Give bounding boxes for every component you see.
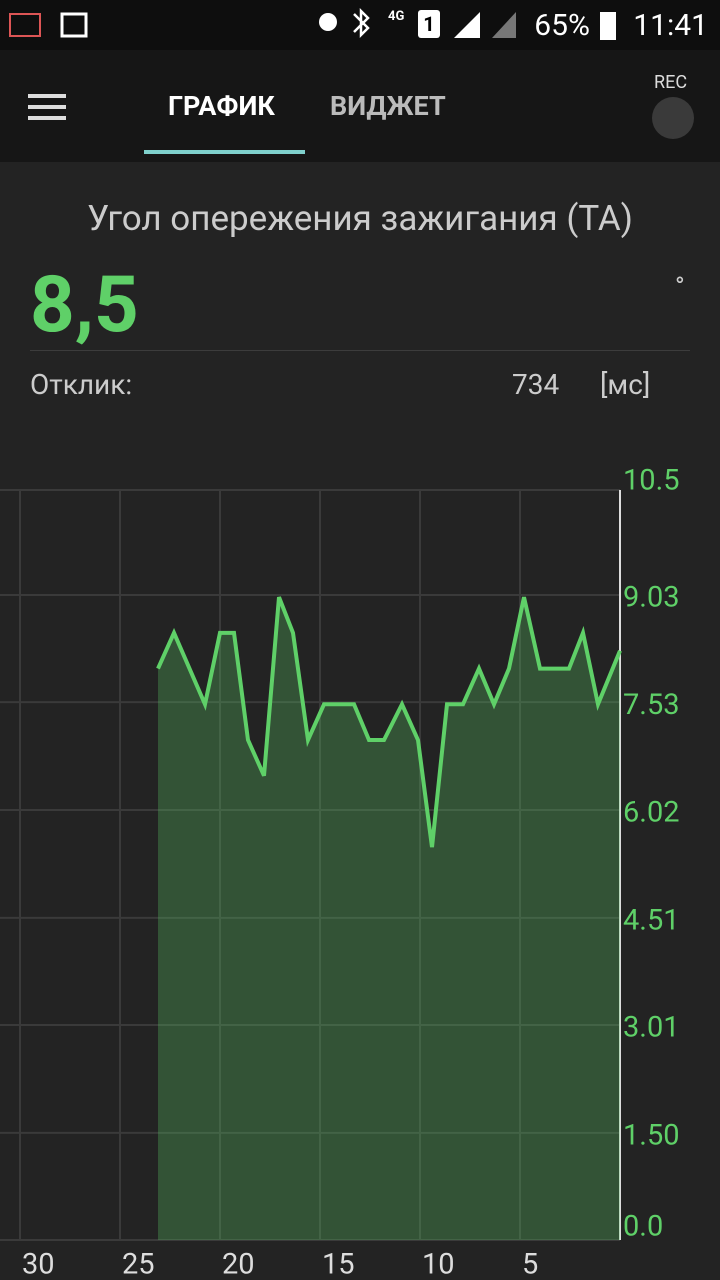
y-tick-label: 7.53 <box>623 688 680 722</box>
y-tick-label: 10.5 <box>623 464 680 498</box>
tab[interactable]: ВИДЖЕТ <box>330 90 446 122</box>
battery-body <box>600 12 616 40</box>
location-icon <box>319 13 337 31</box>
menu-bar <box>28 94 66 98</box>
y-tick-label: 0.0 <box>623 1210 663 1244</box>
x-tick-label: 10 <box>422 1248 455 1280</box>
x-tick-label: 15 <box>322 1248 355 1280</box>
clock: 11:41 <box>633 8 708 43</box>
image-icon <box>60 12 88 38</box>
y-tick-label: 4.51 <box>623 904 680 938</box>
x-tick-label: 25 <box>122 1248 155 1280</box>
tab[interactable]: ГРАФИК <box>168 90 275 122</box>
signal-icon <box>454 12 480 38</box>
network-type: 4G <box>388 9 405 24</box>
y-tick-label: 3.01 <box>623 1011 680 1045</box>
sensor-value: 8,5 <box>30 260 139 351</box>
menu-bar <box>28 116 66 120</box>
tab-indicator <box>144 150 305 154</box>
x-tick-label: 30 <box>22 1248 55 1280</box>
line <box>156 596 622 848</box>
y-tick-label: 1.50 <box>623 1119 680 1153</box>
menu-button[interactable] <box>28 92 68 122</box>
signal-icon <box>492 12 516 38</box>
response-label: Отклик: <box>30 368 133 401</box>
response-value: 734 <box>512 368 560 401</box>
battery-level: 65% <box>534 8 590 43</box>
signal-icons <box>454 12 516 38</box>
x-tick-label: 20 <box>222 1248 255 1280</box>
app-bar: ГРАФИК ВИДЖЕТ REC <box>0 50 720 162</box>
y-tick-label: 6.02 <box>623 796 680 830</box>
sim-indicator: 1 <box>418 10 440 38</box>
rec-label: REC <box>654 72 688 93</box>
response-unit: [мс] <box>600 368 651 401</box>
app-icon <box>9 13 41 37</box>
area <box>158 597 620 1240</box>
status-bar: 4G 1 65% 11:41 <box>0 0 720 50</box>
x-tick-label: 5 <box>522 1248 538 1280</box>
sensor-unit: ° <box>675 272 685 302</box>
status-icons <box>9 7 370 39</box>
sensor-title: Угол опережения зажигания (ТА) <box>87 198 633 239</box>
battery-icon <box>600 12 616 40</box>
divider <box>30 350 690 351</box>
y-tick-label: 9.03 <box>623 581 680 615</box>
menu-bar <box>28 105 66 109</box>
bluetooth-icon <box>353 7 370 39</box>
rec-button[interactable] <box>652 97 694 139</box>
